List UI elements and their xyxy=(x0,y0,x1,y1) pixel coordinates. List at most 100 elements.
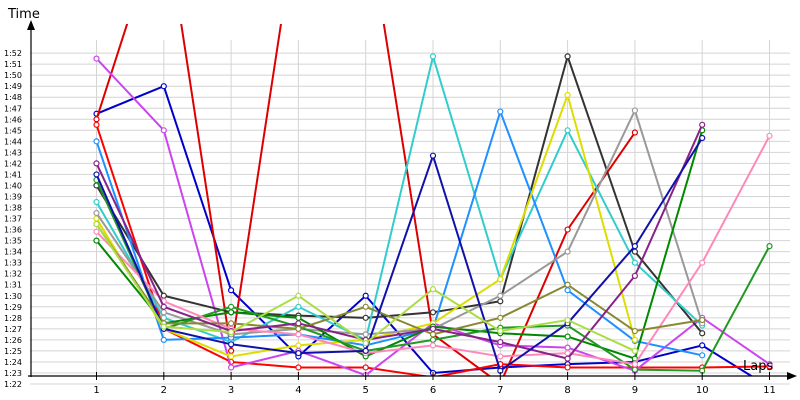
data-point xyxy=(497,276,504,283)
data-point xyxy=(228,364,235,371)
data-point xyxy=(160,309,167,316)
data-point xyxy=(228,347,235,355)
y-tick-label: 1:47 xyxy=(4,104,22,113)
series-path xyxy=(95,52,703,344)
data-point xyxy=(564,333,571,340)
data-point xyxy=(362,347,369,355)
data-point xyxy=(699,259,706,266)
data-point xyxy=(564,316,571,324)
data-point xyxy=(429,286,437,293)
y-tick-label: 1:52 xyxy=(4,49,22,58)
x-axis-title: Laps xyxy=(743,359,773,374)
y-tick-label: 1:40 xyxy=(4,181,22,190)
data-point xyxy=(699,342,706,349)
data-point xyxy=(160,323,167,330)
data-point xyxy=(93,220,100,228)
data-point xyxy=(93,198,100,206)
series-path xyxy=(95,124,770,376)
data-point xyxy=(160,336,167,343)
y-tick-label: 1:38 xyxy=(4,204,22,213)
data-point xyxy=(766,243,773,250)
x-tick-label: 1 xyxy=(93,385,99,396)
data-point xyxy=(497,298,504,305)
data-point xyxy=(295,350,302,357)
data-point xyxy=(631,107,639,114)
data-point xyxy=(362,340,369,347)
x-tick-label: 2 xyxy=(161,385,167,396)
data-point xyxy=(497,353,504,360)
y-tick-label: 1:42 xyxy=(4,159,22,168)
data-point xyxy=(228,353,235,360)
y-tick-label: 1:45 xyxy=(4,126,22,135)
data-point xyxy=(631,347,639,355)
data-point xyxy=(699,134,706,142)
tick-labels: 1:22 1:23 1:24 1:25 1:26 1:27 1:28 1:29 1:30 1:31… xyxy=(4,49,776,396)
data-point xyxy=(160,303,167,310)
data-point xyxy=(228,303,235,310)
data-point xyxy=(295,331,302,338)
data-point xyxy=(93,121,100,128)
data-point xyxy=(497,292,504,299)
data-point xyxy=(295,325,302,332)
data-point xyxy=(429,325,437,332)
x-tick-label: 5 xyxy=(363,385,369,396)
data-point xyxy=(295,292,302,299)
data-point xyxy=(766,361,773,368)
data-point xyxy=(295,320,302,327)
data-point xyxy=(93,160,100,167)
data-point xyxy=(631,129,639,136)
data-point xyxy=(429,53,437,60)
data-point xyxy=(699,352,706,359)
data-point xyxy=(564,364,571,371)
y-tick-label: 1:25 xyxy=(4,347,22,356)
x-tick-label: 8 xyxy=(564,385,570,396)
data-point xyxy=(362,364,369,371)
y-tick-label: 1:33 xyxy=(4,259,22,268)
y-tick-label: 1:31 xyxy=(4,281,22,290)
data-point xyxy=(93,55,100,62)
data-point xyxy=(295,314,302,321)
data-point xyxy=(295,303,302,310)
data-point xyxy=(631,272,639,280)
data-point xyxy=(497,108,504,115)
data-point xyxy=(564,350,571,357)
axes xyxy=(27,20,797,380)
data-point xyxy=(631,361,639,368)
y-tick-label: 1:36 xyxy=(4,226,22,235)
y-tick-label: 1:22 xyxy=(4,380,22,389)
y-tick-label: 1:30 xyxy=(4,292,22,301)
x-tick-label: 11 xyxy=(763,385,776,396)
y-tick-label: 1:24 xyxy=(4,358,22,367)
y-tick-label: 1:29 xyxy=(4,303,22,312)
data-point xyxy=(564,226,571,233)
data-point xyxy=(564,281,571,288)
series-line xyxy=(93,220,706,338)
x-tick-label: 7 xyxy=(497,385,503,396)
series-line xyxy=(93,24,639,376)
data-point xyxy=(631,327,639,335)
data-point xyxy=(93,138,100,145)
data-point xyxy=(295,364,302,371)
data-point xyxy=(93,209,100,217)
data-point xyxy=(564,127,571,134)
data-point xyxy=(429,309,437,316)
series-path xyxy=(95,108,703,357)
data-point xyxy=(564,91,571,99)
y-tick-label: 1:51 xyxy=(4,60,22,69)
y-tick-label: 1:27 xyxy=(4,325,22,334)
data-point xyxy=(362,292,369,299)
data-point xyxy=(564,248,571,255)
data-point xyxy=(429,336,437,343)
data-point xyxy=(497,314,504,321)
data-point xyxy=(631,366,639,373)
data-point xyxy=(699,330,706,337)
x-tick-label: 6 xyxy=(430,385,436,396)
data-point xyxy=(160,292,167,299)
data-point xyxy=(362,331,369,338)
data-point xyxy=(429,342,437,349)
data-point xyxy=(160,127,167,134)
x-tick-label: 4 xyxy=(295,385,301,396)
data-point xyxy=(228,287,235,294)
data-point xyxy=(631,243,639,250)
